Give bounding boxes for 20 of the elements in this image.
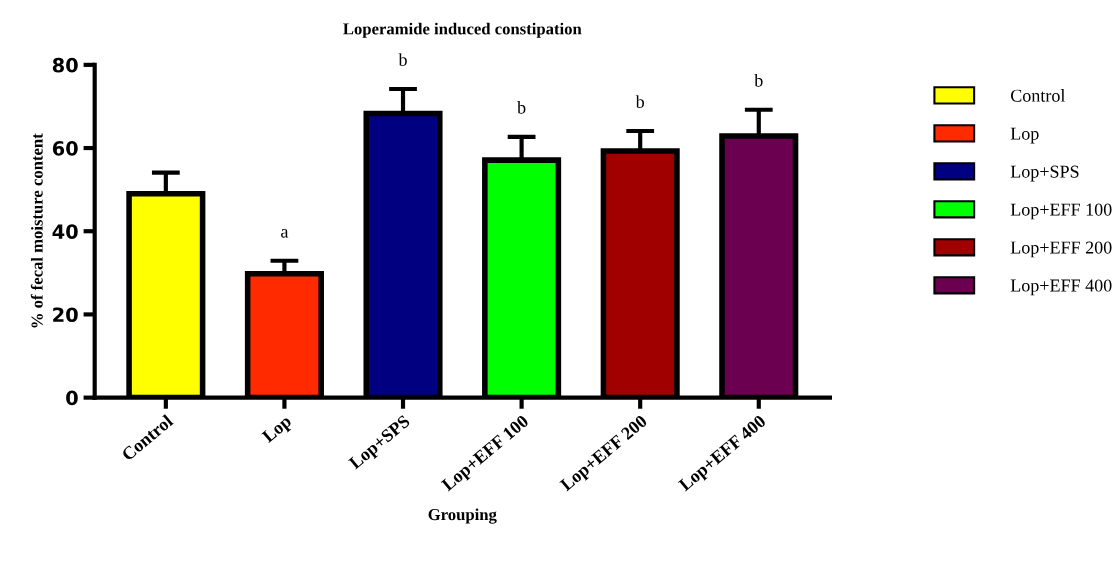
annotation: a — [281, 229, 289, 238]
y-tick-label: 60 — [52, 141, 78, 156]
annotation: b — [517, 101, 526, 114]
y-tick-label: 80 — [52, 57, 78, 73]
y-tick-label: 40 — [52, 224, 78, 239]
legend-label: Control — [1010, 89, 1066, 102]
legend-label: Lop+EFF 400 — [1010, 279, 1112, 296]
annotation: b — [635, 95, 645, 108]
y-tick-label: 20 — [53, 307, 78, 323]
x-axis-title: Grouping — [428, 508, 497, 524]
legend-label: Lop+SPS — [1010, 165, 1079, 182]
annotation: b — [398, 53, 407, 66]
legend-label: Lop+EFF 200 — [1010, 241, 1112, 258]
x-tick-label: Lop — [261, 414, 295, 446]
chart-title: Loperamide induced constipation — [343, 22, 582, 38]
y-tick-label: 0 — [66, 390, 78, 406]
y-axis-title: % of fecal moisture content — [30, 133, 43, 328]
annotation: b — [754, 73, 763, 87]
legend-label: Lop+EFF 100 — [1010, 203, 1112, 220]
legend-label: Lop — [1010, 127, 1039, 144]
